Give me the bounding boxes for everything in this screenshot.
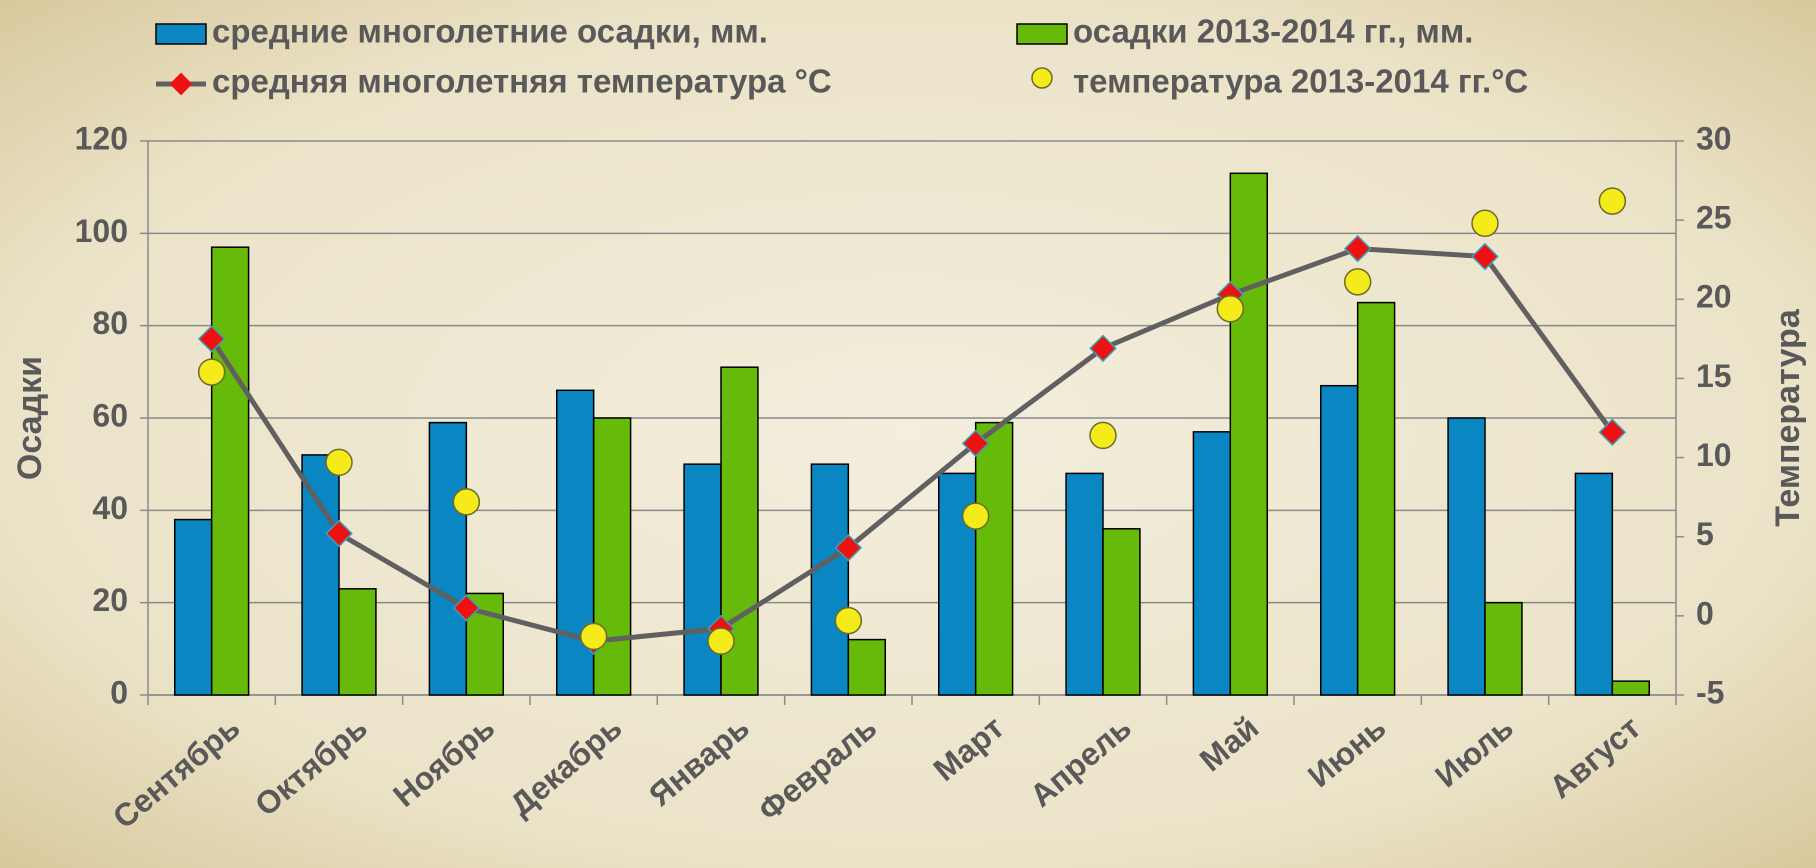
x-tick-label: Январь xyxy=(642,709,756,813)
legend-label: средняя многолетняя температура °С xyxy=(212,63,832,100)
bar xyxy=(1066,473,1103,695)
x-tick-label: Декабрь xyxy=(503,709,629,823)
y2-tick-label: 25 xyxy=(1696,200,1732,236)
legend-label: средние многолетние осадки, мм. xyxy=(212,13,768,50)
y2-tick-label: 20 xyxy=(1696,279,1732,315)
bar xyxy=(1448,418,1485,695)
legend-label: осадки 2013-2014 гг., мм. xyxy=(1073,13,1473,50)
x-tick-label: Октябрь xyxy=(248,709,374,823)
scatter-point xyxy=(1599,188,1625,214)
y-axis-title: Осадки xyxy=(11,356,49,480)
y2-tick-label: 5 xyxy=(1696,516,1714,552)
x-tick-label: Апрель xyxy=(1023,709,1138,814)
bar xyxy=(1612,681,1649,695)
bar xyxy=(339,589,376,695)
scatter-point xyxy=(1345,269,1371,295)
legend-swatch xyxy=(170,73,193,96)
y-tick-label: 120 xyxy=(75,120,128,156)
bar xyxy=(1230,173,1267,695)
scatter-point xyxy=(199,359,225,385)
legend-swatch xyxy=(1017,24,1067,44)
x-tick-label: Март xyxy=(926,709,1010,788)
legend-label: температура 2013-2014 гг.°С xyxy=(1073,63,1528,100)
line xyxy=(212,249,1613,642)
bar xyxy=(1575,473,1612,695)
legend-swatch xyxy=(156,24,206,44)
chart: 0 20 40 60 80 100 120 -5 0 5 10 15 20 25 30 Осадки Темпе… xyxy=(0,0,1816,868)
bar xyxy=(848,640,885,695)
bar xyxy=(212,247,249,695)
scatter-point xyxy=(1217,296,1243,322)
scatter-point xyxy=(1090,422,1116,448)
scatter-point xyxy=(1472,210,1498,236)
y-tick-label: 100 xyxy=(75,213,128,249)
bar xyxy=(976,423,1013,695)
x-tick-label: Ноябрь xyxy=(386,709,501,814)
bar xyxy=(175,520,212,695)
x-tick-label: Июль xyxy=(1428,709,1520,794)
scatter-point xyxy=(835,608,861,634)
bar xyxy=(1103,529,1140,695)
y2-tick-label: 0 xyxy=(1696,595,1714,631)
bar xyxy=(684,464,721,695)
scatter-point xyxy=(326,449,352,475)
scatter-point xyxy=(581,623,607,649)
bar xyxy=(594,418,631,695)
line-marker xyxy=(1345,236,1370,261)
x-tick-label: Сентябрь xyxy=(106,709,247,835)
x-tick-label: Август xyxy=(1542,709,1647,805)
bar xyxy=(1193,432,1230,695)
y-tick-label: 0 xyxy=(110,674,128,710)
y-tick-label: 20 xyxy=(92,582,128,618)
scatter-point xyxy=(453,489,479,515)
y-tick-label: 60 xyxy=(92,397,128,433)
x-tick-label: Февраль xyxy=(751,709,883,828)
bar xyxy=(811,464,848,695)
y2-tick-label: -5 xyxy=(1696,674,1724,710)
y2-tick-label: 30 xyxy=(1696,120,1732,156)
bar xyxy=(302,455,339,695)
y2-axis-title: Температура xyxy=(1769,308,1807,527)
x-tick-label: Май xyxy=(1193,709,1266,778)
y2-tick-label: 15 xyxy=(1696,358,1732,394)
x-tick-label: Июнь xyxy=(1301,709,1393,794)
bar xyxy=(1358,303,1395,695)
bar xyxy=(1485,603,1522,695)
scatter-point xyxy=(708,628,734,654)
scatter-point xyxy=(963,503,989,529)
y-tick-label: 80 xyxy=(92,305,128,341)
y2-tick-label: 10 xyxy=(1696,437,1732,473)
y-tick-label: 40 xyxy=(92,490,128,526)
bar xyxy=(429,423,466,695)
bar xyxy=(1321,386,1358,695)
legend-swatch xyxy=(1032,68,1052,88)
